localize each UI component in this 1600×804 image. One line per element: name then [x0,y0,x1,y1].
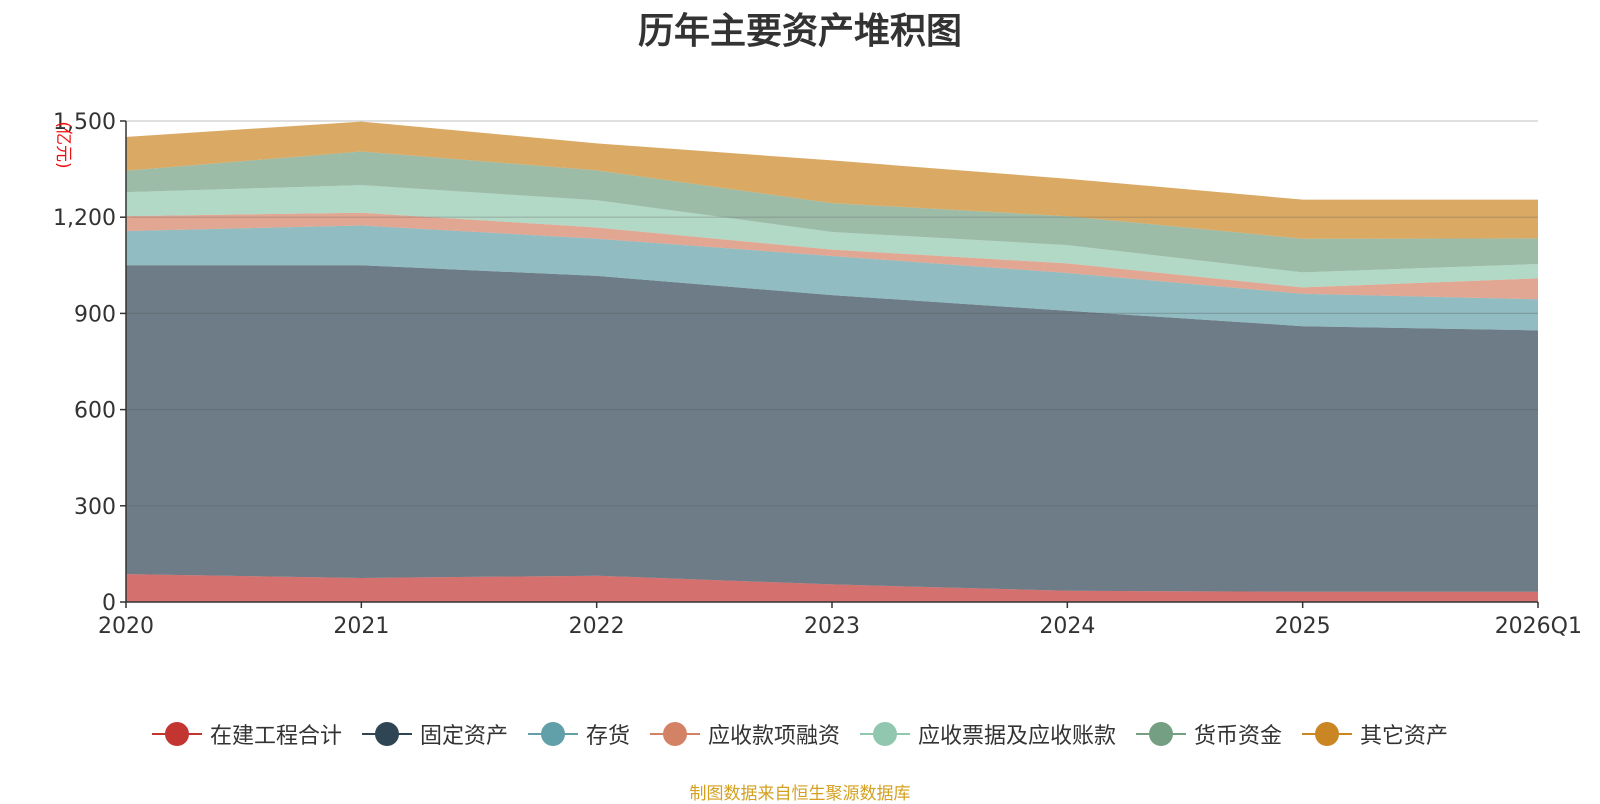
source-note: 制图数据来自恒生聚源数据库 [689,784,911,804]
legend-marker-icon [527,721,578,747]
area-series-0 [126,574,1538,602]
legend-label: 在建工程合计 [209,724,342,749]
y-tick-label: 300 [74,495,116,520]
area-series-4 [126,185,1538,288]
legend-label: 存货 [585,724,630,749]
legend-marker-icon [361,721,412,747]
area-series-3 [126,212,1538,300]
legend-marker-icon [1136,721,1187,747]
y-tick-label: 0 [102,591,116,616]
legend: 在建工程合计 固定资产 存货 应收款项融资 应收票据及应收账款 货币资金 其它资产 [0,718,1600,750]
legend-item-4[interactable]: 应收票据及应收账款 [860,718,1116,750]
y-tick-label: 1,200 [53,206,116,231]
x-tick-label: 2026Q1 [1495,614,1582,639]
legend-marker-icon [649,721,700,747]
y-tick-label: 600 [74,399,116,424]
legend-item-3[interactable]: 应收款项融资 [649,718,840,750]
legend-marker-icon [151,721,202,747]
legend-label: 应收票据及应收账款 [918,724,1117,749]
legend-label: 固定资产 [419,724,508,749]
axes: 0 300 600 900 1,200 1,500 2020 2021 2022 2023 2024… [53,110,1582,639]
legend-item-6[interactable]: 其它资产 [1302,718,1448,750]
legend-marker-icon [1302,721,1353,747]
area-series-2 [126,225,1538,331]
y-tick-label: 900 [74,302,116,327]
area-series-6 [126,121,1538,239]
grid-lines [126,120,1538,507]
x-tick-label: 2020 [98,614,154,639]
legend-label: 应收款项融资 [707,724,840,749]
chart-title: 历年主要资产堆积图 [637,11,962,52]
legend-label: 其它资产 [1360,724,1449,749]
x-tick-label: 2024 [1039,614,1095,639]
legend-label: 货币资金 [1194,724,1283,749]
x-tick-label: 2022 [569,614,625,639]
stacked-areas [126,121,1538,602]
y-tick-label: 1,500 [53,110,116,135]
legend-item-5[interactable]: 货币资金 [1136,718,1282,750]
y-axis-unit-label: (亿元) [53,121,73,168]
x-tick-label: 2025 [1275,614,1331,639]
x-tick-label: 2023 [804,614,860,639]
x-tick-label: 2021 [333,614,389,639]
legend-item-2[interactable]: 存货 [527,718,630,750]
legend-item-0[interactable]: 在建工程合计 [151,718,342,750]
area-series-5 [126,151,1538,273]
legend-item-1[interactable]: 固定资产 [361,718,508,750]
area-series-1 [126,265,1538,592]
legend-marker-icon [860,721,910,747]
